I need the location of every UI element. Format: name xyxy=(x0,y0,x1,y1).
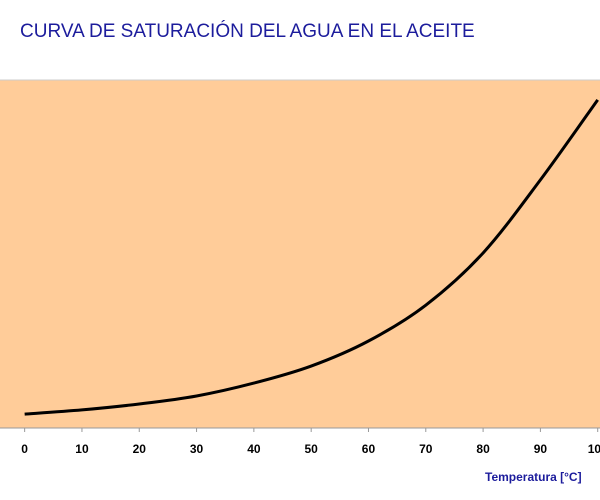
curve xyxy=(24,98,599,416)
x-tick-label: 80 xyxy=(476,442,490,456)
x-tick-label: 50 xyxy=(304,442,318,456)
x-tick-label: 30 xyxy=(190,442,204,456)
x-tick-label: 0 xyxy=(21,442,28,456)
plot-area xyxy=(0,80,600,428)
chart-title: CURVA DE SATURACIÓN DEL AGUA EN EL ACEIT… xyxy=(20,20,475,42)
x-tick-label: 40 xyxy=(247,442,261,456)
x-axis-label: Temperatura [°C] xyxy=(485,470,582,484)
x-tick-label: 90 xyxy=(534,442,548,456)
x-tick-label: 100 xyxy=(588,442,600,456)
x-tick-label: 10 xyxy=(75,442,89,456)
x-tick-label: 60 xyxy=(362,442,376,456)
x-tick-label: 20 xyxy=(133,442,147,456)
x-tick-label: 70 xyxy=(419,442,433,456)
